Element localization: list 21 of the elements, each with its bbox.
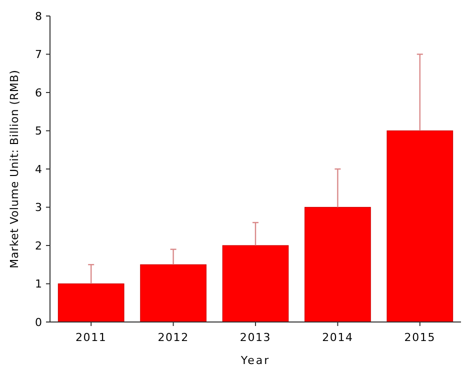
y-axis-title: Market Volume Unit: Billion (RMB) — [8, 70, 21, 268]
y-tick-label: 4 — [35, 162, 42, 176]
y-tick-label: 6 — [35, 86, 42, 100]
bar — [222, 245, 289, 322]
y-tick-label: 5 — [35, 124, 42, 138]
y-tick-label: 2 — [35, 239, 42, 252]
bar — [140, 264, 206, 322]
y-tick-label: 8 — [35, 10, 42, 23]
x-tick-label: 2013 — [240, 331, 272, 344]
x-tick-label: 2011 — [76, 331, 107, 344]
y-tick-label: 3 — [35, 201, 42, 214]
x-tick-label: 2015 — [404, 331, 436, 344]
bar — [304, 206, 371, 322]
y-tick-label: 1 — [35, 278, 42, 291]
x-tick-label: 2012 — [158, 331, 189, 344]
bar — [58, 283, 124, 322]
bar — [386, 130, 454, 322]
y-tick-label: 7 — [35, 48, 42, 62]
y-tick-label: 0 — [35, 316, 42, 329]
x-axis-title: Year — [240, 354, 270, 367]
x-tick-label: 2014 — [322, 331, 354, 344]
